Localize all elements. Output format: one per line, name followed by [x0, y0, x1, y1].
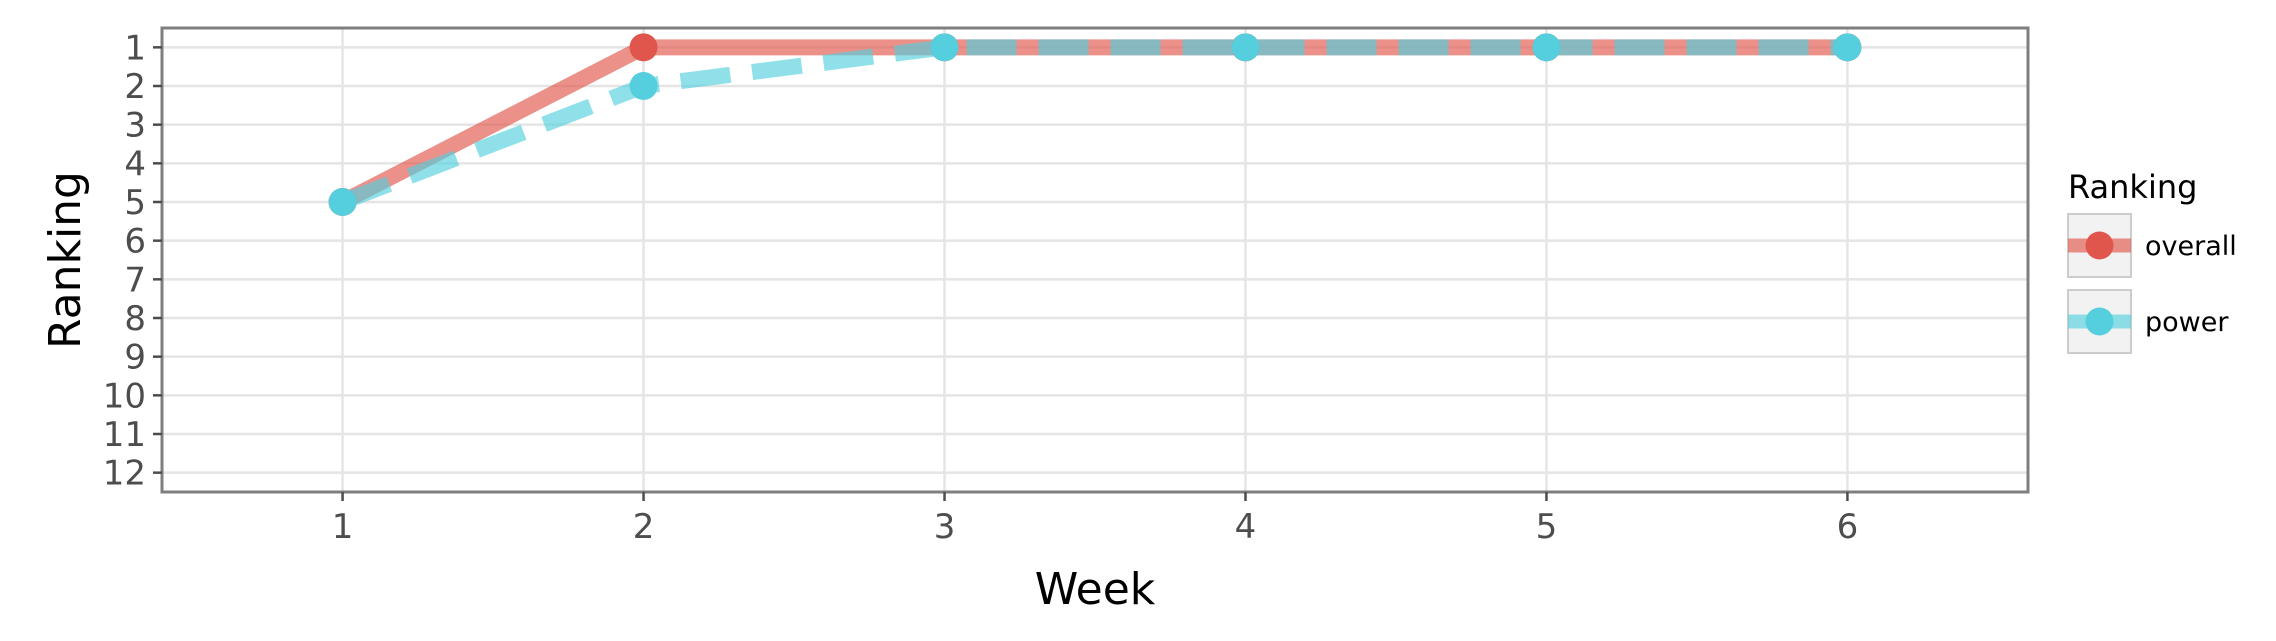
legend-label-overall: overall [2145, 231, 2237, 262]
y-tick-label: 1 [124, 28, 146, 68]
data-point-power-week-1 [328, 188, 357, 216]
y-tick-label: 7 [124, 260, 146, 300]
legend-marker-power [2085, 307, 2114, 336]
series-layer [328, 33, 1862, 216]
y-tick-label: 11 [103, 415, 146, 455]
plot-panel-border [160, 26, 2030, 494]
x-tick-label: 1 [332, 507, 354, 547]
data-point-power-week-3 [930, 33, 959, 62]
legend-title: Ranking [2068, 168, 2197, 206]
y-tick-label: 10 [103, 376, 146, 416]
data-point-power-week-2 [629, 72, 658, 100]
x-tick-label: 4 [1235, 507, 1257, 547]
x-tick-label: 3 [934, 507, 956, 547]
data-point-power-week-5 [1532, 33, 1561, 62]
y-tick-label: 5 [124, 183, 146, 223]
legend-label-power: power [2145, 307, 2229, 338]
y-tick-label: 3 [124, 106, 146, 146]
data-point-power-week-6 [1833, 33, 1862, 62]
y-tick-label: 8 [124, 299, 146, 339]
legend: Ranking overall power [2067, 168, 2237, 354]
y-tick-label: 4 [124, 144, 146, 184]
x-tick-label: 6 [1837, 507, 1859, 547]
data-point-overall-week-2 [629, 33, 658, 62]
y-tick-label: 12 [103, 454, 146, 494]
y-axis-title: Ranking [40, 171, 91, 349]
y-tick-label: 6 [124, 222, 146, 262]
y-tick-label: 9 [124, 338, 146, 378]
x-tick-label: 2 [633, 507, 655, 547]
x-axis-title: Week [1035, 564, 1156, 615]
grid-lines [162, 28, 2028, 492]
y-tick-label: 2 [124, 67, 146, 107]
x-tick-label: 5 [1536, 507, 1558, 547]
series-line-overall [338, 39, 1848, 210]
legend-marker-overall [2085, 231, 2114, 260]
data-point-power-week-4 [1231, 33, 1260, 62]
x-axis: 1 2 3 4 5 6 [332, 492, 1858, 547]
